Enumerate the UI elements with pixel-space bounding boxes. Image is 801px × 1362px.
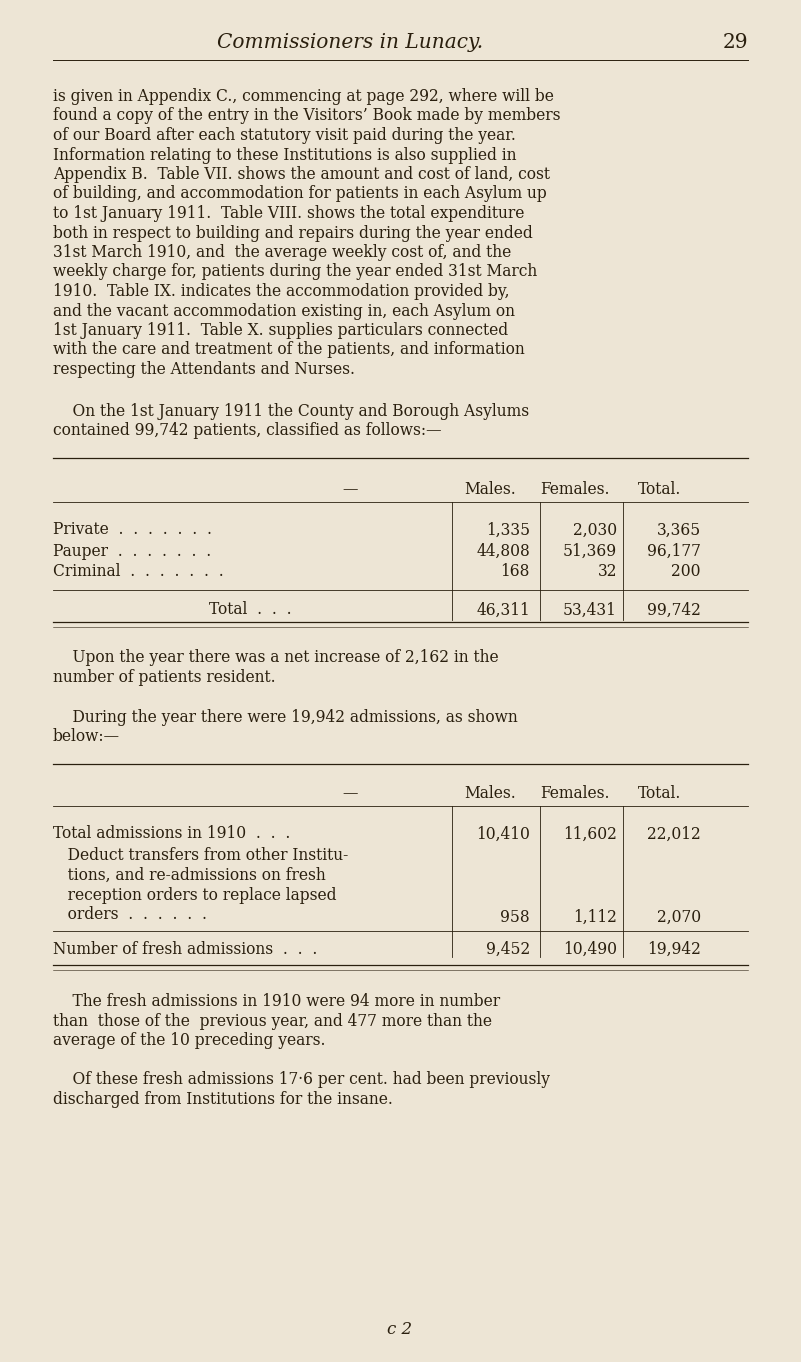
Text: Deduct transfers from other Institu-: Deduct transfers from other Institu- — [53, 847, 348, 865]
Text: 1st January 1911.  Table X. supplies particulars connected: 1st January 1911. Table X. supplies part… — [53, 321, 508, 339]
Text: to 1st January 1911.  Table VIII. shows the total expenditure: to 1st January 1911. Table VIII. shows t… — [53, 206, 525, 222]
Text: 10,410: 10,410 — [476, 825, 530, 843]
Text: Of these fresh admissions 17·6 per cent. had been previously: Of these fresh admissions 17·6 per cent.… — [53, 1072, 550, 1088]
Text: number of patients resident.: number of patients resident. — [53, 669, 276, 686]
Text: 96,177: 96,177 — [647, 542, 701, 560]
Text: weekly charge for, patients during the year ended 31st March: weekly charge for, patients during the y… — [53, 263, 537, 281]
Text: 1,335: 1,335 — [486, 522, 530, 538]
Text: Males.: Males. — [464, 786, 516, 802]
Text: 31st March 1910, and  the average weekly cost of, and the: 31st March 1910, and the average weekly … — [53, 244, 511, 262]
Text: Information relating to these Institutions is also supplied in: Information relating to these Institutio… — [53, 147, 517, 163]
Text: 11,602: 11,602 — [563, 825, 617, 843]
Text: 2,030: 2,030 — [573, 522, 617, 538]
Text: both in respect to building and repairs during the year ended: both in respect to building and repairs … — [53, 225, 533, 241]
Text: Number of fresh admissions  .  .  .: Number of fresh admissions . . . — [53, 941, 317, 957]
Text: Total.: Total. — [638, 786, 682, 802]
Text: Upon the year there was a net increase of 2,162 in the: Upon the year there was a net increase o… — [53, 650, 499, 666]
Text: 46,311: 46,311 — [477, 602, 530, 618]
Text: The fresh admissions in 1910 were 94 more in number: The fresh admissions in 1910 were 94 mor… — [53, 993, 500, 1011]
Text: discharged from Institutions for the insane.: discharged from Institutions for the ins… — [53, 1091, 392, 1109]
Text: Commissioners in Lunacy.: Commissioners in Lunacy. — [217, 34, 483, 53]
Text: respecting the Attendants and Nurses.: respecting the Attendants and Nurses. — [53, 361, 355, 379]
Text: Appendix B.  Table VII. shows the amount and cost of land, cost: Appendix B. Table VII. shows the amount … — [53, 166, 550, 183]
Text: with the care and treatment of the patients, and information: with the care and treatment of the patie… — [53, 342, 525, 358]
Text: 44,808: 44,808 — [477, 542, 530, 560]
Text: 1910.  Table IX. indicates the accommodation provided by,: 1910. Table IX. indicates the accommodat… — [53, 283, 509, 300]
Text: Total.: Total. — [638, 482, 682, 498]
Text: is given in Appendix C., commencing at page 292, where will be: is given in Appendix C., commencing at p… — [53, 89, 553, 105]
Text: 3,365: 3,365 — [657, 522, 701, 538]
Text: 2,070: 2,070 — [657, 908, 701, 926]
Text: 99,742: 99,742 — [647, 602, 701, 618]
Text: orders  .  .  .  .  .  .: orders . . . . . . — [53, 906, 207, 923]
Text: 51,369: 51,369 — [563, 542, 617, 560]
Text: —: — — [342, 482, 358, 498]
Text: than  those of the  previous year, and 477 more than the: than those of the previous year, and 477… — [53, 1012, 492, 1030]
Text: Females.: Females. — [540, 482, 610, 498]
Text: of our Board after each statutory visit paid during the year.: of our Board after each statutory visit … — [53, 127, 516, 144]
Text: 1,112: 1,112 — [574, 908, 617, 926]
Text: contained 99,742 patients, classified as follows:—: contained 99,742 patients, classified as… — [53, 422, 441, 439]
Text: 200: 200 — [671, 564, 701, 580]
Text: 29: 29 — [723, 34, 748, 53]
Text: 958: 958 — [501, 908, 530, 926]
Text: Total admissions in 1910  .  .  .: Total admissions in 1910 . . . — [53, 825, 291, 843]
Text: tions, and re-admissions on fresh: tions, and re-admissions on fresh — [53, 868, 326, 884]
Text: 19,942: 19,942 — [647, 941, 701, 957]
Text: 10,490: 10,490 — [563, 941, 617, 957]
Text: and the vacant accommodation existing in, each Asylum on: and the vacant accommodation existing in… — [53, 302, 515, 320]
Text: Total  .  .  .: Total . . . — [209, 602, 292, 618]
Text: average of the 10 preceding years.: average of the 10 preceding years. — [53, 1032, 325, 1049]
Text: of building, and accommodation for patients in each Asylum up: of building, and accommodation for patie… — [53, 185, 547, 203]
Text: Pauper  .  .  .  .  .  .  .: Pauper . . . . . . . — [53, 542, 211, 560]
Text: During the year there were 19,942 admissions, as shown: During the year there were 19,942 admiss… — [53, 708, 517, 726]
Text: 9,452: 9,452 — [485, 941, 530, 957]
Text: c 2: c 2 — [388, 1321, 413, 1339]
Text: 53,431: 53,431 — [563, 602, 617, 618]
Text: On the 1st January 1911 the County and Borough Asylums: On the 1st January 1911 the County and B… — [53, 403, 529, 419]
Text: reception orders to replace lapsed: reception orders to replace lapsed — [53, 887, 336, 903]
Text: below:—: below:— — [53, 729, 120, 745]
Text: 32: 32 — [598, 564, 617, 580]
Text: Private  .  .  .  .  .  .  .: Private . . . . . . . — [53, 522, 212, 538]
Text: —: — — [342, 786, 358, 802]
Text: Males.: Males. — [464, 482, 516, 498]
Text: 168: 168 — [501, 564, 530, 580]
Text: Females.: Females. — [540, 786, 610, 802]
Text: 22,012: 22,012 — [647, 825, 701, 843]
Text: found a copy of the entry in the Visitors’ Book made by members: found a copy of the entry in the Visitor… — [53, 108, 561, 124]
Text: Criminal  .  .  .  .  .  .  .: Criminal . . . . . . . — [53, 564, 223, 580]
